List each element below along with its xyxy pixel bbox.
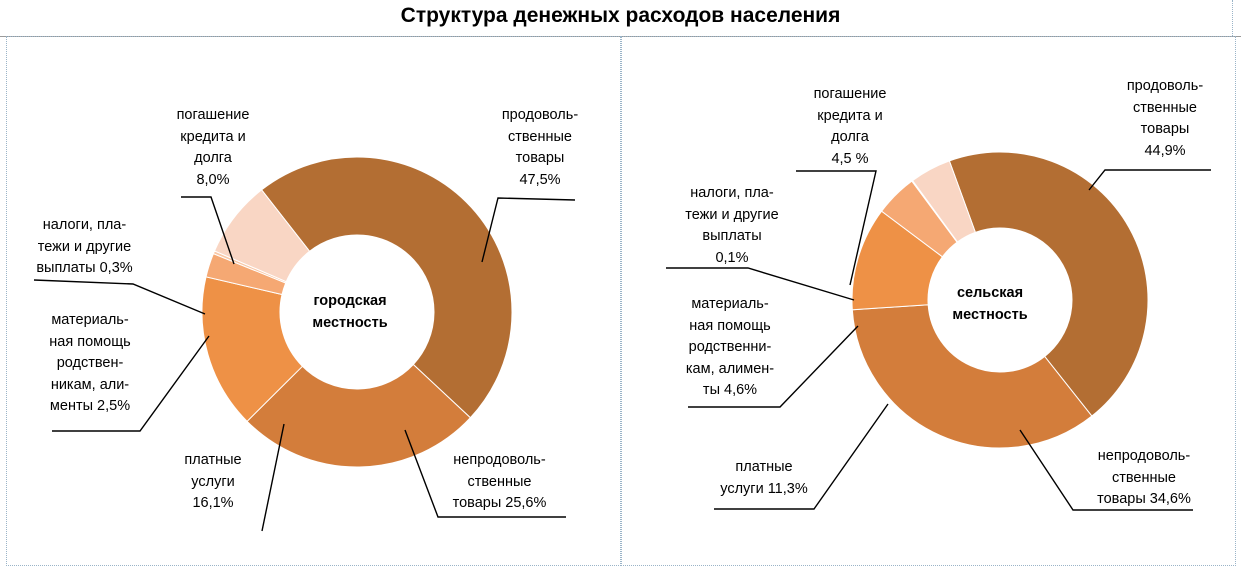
label-line: 8,0% bbox=[196, 171, 230, 188]
rural-center-label: сельская местность bbox=[930, 282, 1050, 326]
label-line: выплаты 0,3% bbox=[36, 260, 133, 276]
rural-leader-line-food bbox=[1088, 169, 1211, 191]
label-line: платные bbox=[735, 459, 793, 475]
label-line: платные bbox=[184, 452, 242, 468]
label-line: 0,1% bbox=[715, 249, 749, 266]
urban-leader-line-nonfood bbox=[404, 429, 566, 518]
center-label-line: местность bbox=[952, 307, 1028, 323]
label-line: ственные bbox=[508, 128, 572, 145]
label-line: погашение bbox=[176, 107, 250, 123]
label-line: непродоволь- bbox=[453, 452, 546, 468]
label-line: налоги, пла- bbox=[690, 185, 774, 201]
label-line: тежи и другие bbox=[685, 206, 779, 223]
center-label-line: городская bbox=[313, 293, 387, 309]
rural-label-services: платные услуги 11,3% bbox=[705, 457, 823, 500]
urban-slice-credit bbox=[213, 189, 311, 283]
urban-center-label: городская местность bbox=[290, 290, 410, 334]
rural-leader-line-services bbox=[714, 403, 889, 510]
urban-label-nonfood: непродоволь- ственные товары 25,6% bbox=[432, 450, 567, 515]
label-line: ственные bbox=[1112, 469, 1176, 486]
center-label-line: сельская bbox=[956, 285, 1024, 301]
rural-leader-line-taxes bbox=[666, 267, 855, 301]
rural-chart-frame bbox=[621, 36, 1236, 566]
label-line: 44,9% bbox=[1144, 142, 1186, 159]
rural-label-aid: материаль- ная помощь родственни- кам, а… bbox=[670, 294, 790, 402]
rural-leader-line-nonfood bbox=[1019, 429, 1193, 511]
label-line: материаль- bbox=[51, 312, 129, 328]
label-line: долга bbox=[831, 129, 869, 145]
label-line: налоги, пла- bbox=[42, 217, 127, 233]
label-line: товары 34,6% bbox=[1097, 491, 1191, 507]
label-line: тежи и другие bbox=[37, 238, 132, 255]
rural-leader-line-aid bbox=[688, 325, 859, 408]
label-line: продоволь- bbox=[1126, 78, 1204, 94]
label-line: погашение bbox=[813, 86, 887, 102]
urban-chart-frame bbox=[6, 36, 621, 566]
label-line: ственные bbox=[467, 473, 532, 490]
rural-label-credit: погашение кредита и долга 4,5 % bbox=[795, 84, 905, 170]
center-label-line: местность bbox=[312, 315, 388, 331]
label-line: услуги bbox=[191, 473, 235, 490]
urban-slice-services bbox=[201, 276, 304, 423]
label-line: выплаты bbox=[702, 228, 762, 244]
rural-label-taxes: налоги, пла- тежи и другие выплаты 0,1% bbox=[668, 183, 796, 269]
urban-label-taxes: налоги, пла- тежи и другие выплаты 0,3% bbox=[22, 215, 147, 280]
label-line: товары 25,6% bbox=[452, 495, 547, 511]
urban-leader-line-food bbox=[481, 197, 576, 263]
urban-leader-line-services bbox=[261, 423, 285, 532]
label-line: родствен- bbox=[56, 355, 124, 371]
urban-leader-line-aid bbox=[52, 335, 210, 432]
label-line: кам, алимен- bbox=[685, 360, 775, 377]
rural-label-food: продоволь- ственные товары 44,9% bbox=[1110, 76, 1220, 162]
urban-label-food: продоволь- ственные товары 47,5% bbox=[485, 105, 595, 191]
label-line: ная помощь bbox=[49, 333, 131, 350]
rural-slice-food bbox=[948, 151, 1149, 417]
label-line: кредита и bbox=[817, 107, 883, 124]
label-line: кредита и bbox=[180, 128, 246, 145]
rural-slice-credit bbox=[911, 160, 977, 243]
label-line: долга bbox=[194, 150, 232, 166]
label-line: менты 2,5% bbox=[49, 398, 131, 414]
label-line: родственни- bbox=[688, 339, 772, 355]
urban-leader-line-credit bbox=[181, 196, 235, 265]
label-line: продоволь- bbox=[501, 107, 579, 123]
urban-label-services: платные услуги 16,1% bbox=[163, 450, 263, 515]
label-line: ты 4,6% bbox=[702, 382, 758, 398]
urban-label-credit: погашение кредита и долга 8,0% bbox=[158, 105, 268, 191]
rural-slice-nonfood bbox=[851, 304, 1093, 449]
label-line: услуги 11,3% bbox=[720, 480, 808, 497]
label-line: ная помощь bbox=[689, 317, 771, 334]
page-title: Структура денежных расходов населения bbox=[400, 4, 841, 27]
label-line: товары bbox=[515, 150, 565, 166]
rural-label-nonfood: непродоволь- ственные товары 34,6% bbox=[1075, 446, 1213, 511]
label-line: 47,5% bbox=[519, 171, 561, 188]
urban-slice-food bbox=[260, 156, 513, 419]
label-line: никам, али- bbox=[50, 376, 130, 393]
urban-leader-line-taxes bbox=[33, 279, 206, 315]
label-line: товары bbox=[1140, 121, 1190, 137]
top-right-gridline bbox=[1232, 0, 1233, 36]
urban-slice-nonfood bbox=[246, 363, 472, 468]
urban-label-aid: материаль- ная помощь родствен- никам, а… bbox=[30, 310, 150, 418]
rural-leader-line-credit bbox=[796, 170, 877, 286]
label-line: 4,5 % bbox=[831, 150, 869, 167]
label-line: материаль- bbox=[691, 296, 769, 312]
label-line: ственные bbox=[1133, 99, 1197, 116]
label-line: непродоволь- bbox=[1097, 448, 1191, 464]
label-line: 16,1% bbox=[192, 495, 234, 511]
